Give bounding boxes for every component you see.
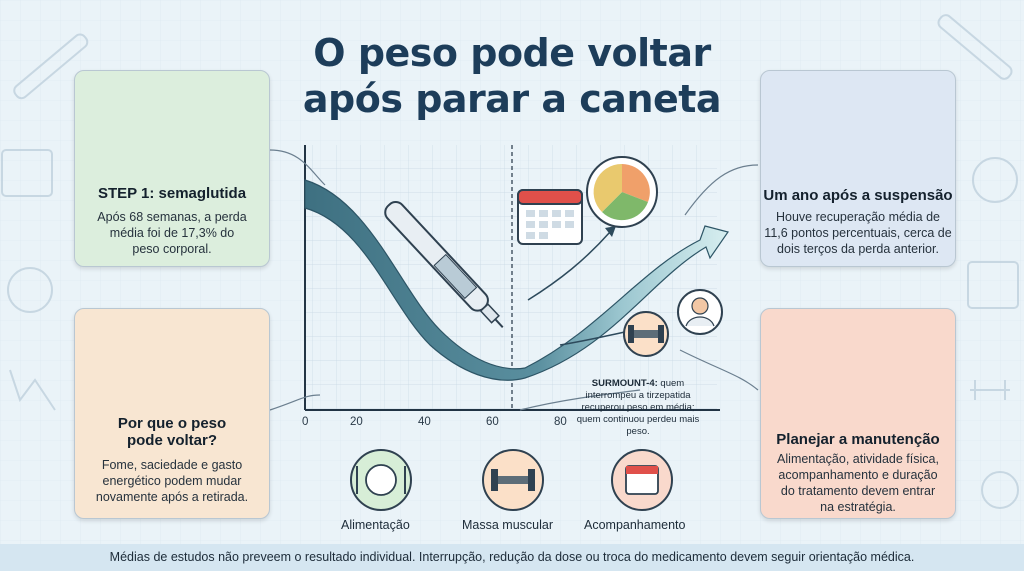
card-plan-title: Planejar a manutenção: [776, 431, 940, 448]
arm-dumbbell-icon: [623, 311, 669, 357]
card-why-title: pode voltar?: [126, 432, 217, 449]
calendar-icon: [517, 189, 583, 245]
card-step1: STEP 1: semaglutida Após 68 semanas, a p…: [74, 70, 270, 267]
footer-disclaimer: Médias de estudos não preveem o resultad…: [0, 544, 1024, 571]
label-alimentacao: Alimentação: [341, 518, 410, 532]
x-tick: 40: [418, 416, 431, 428]
card-step1-line: peso corporal.: [132, 242, 212, 256]
title-line-2: após parar a caneta: [302, 77, 722, 121]
card-why-line: novamente após a retirada.: [95, 490, 249, 504]
card-year: Um ano após a suspensão Houve recuperaçã…: [760, 70, 956, 267]
card-why: Por que o peso pode voltar? Fome, sacied…: [74, 308, 270, 519]
label-acompanhamento: Acompanhamento: [584, 518, 686, 532]
weight-curve-ribbon: [304, 179, 729, 381]
card-step1-line: Após 68 semanas, a perda: [97, 210, 247, 224]
card-year-line: Houve recuperação média de: [776, 210, 940, 224]
x-tick: 60: [486, 416, 499, 428]
pen-icon: [384, 201, 504, 328]
card-why-line: Fome, saciedade e gasto: [101, 458, 243, 472]
card-why-line: energético podem mudar: [102, 474, 242, 488]
x-tick: 80: [554, 416, 567, 428]
card-year-line: dois terços da perda anterior.: [777, 242, 939, 256]
card-plan-line: na estratégia.: [820, 500, 896, 514]
surmount-note: SURMOUNT-4: quem interrompeu a tirzepati…: [570, 378, 706, 438]
food-plate-icon: [586, 156, 658, 228]
surmount-label: SURMOUNT-4:: [591, 378, 658, 389]
card-step1-title: STEP 1: semaglutida: [97, 185, 247, 202]
card-year-line: 11,6 pontos percentuais, cerca de: [764, 226, 952, 240]
acompanhamento-icon: [611, 449, 673, 511]
doctor-icon: [677, 289, 723, 335]
label-massa-muscular: Massa muscular: [462, 518, 553, 532]
card-plan-line: do tratamento devem entrar: [780, 484, 936, 498]
card-plan-line: acompanhamento e duração: [778, 468, 938, 482]
alimentacao-icon: [350, 449, 412, 511]
card-plan-line: Alimentação, atividade física,: [777, 452, 939, 466]
surmount-text: quem interrompeu a tirzepatida recuperou…: [576, 378, 700, 437]
card-why-title: Por que o peso: [117, 415, 227, 432]
massa-muscular-icon: [482, 449, 544, 511]
card-step1-line: média foi de 17,3% do: [109, 226, 235, 240]
title-line-1: O peso pode voltar: [313, 31, 711, 75]
card-year-title: Um ano após a suspensão: [763, 187, 953, 204]
x-tick: 20: [350, 416, 363, 428]
card-plan: Planejar a manutenção Alimentação, ativi…: [760, 308, 956, 519]
x-tick: 0: [302, 416, 309, 428]
page-title: O peso pode voltar após parar a caneta: [250, 30, 774, 122]
